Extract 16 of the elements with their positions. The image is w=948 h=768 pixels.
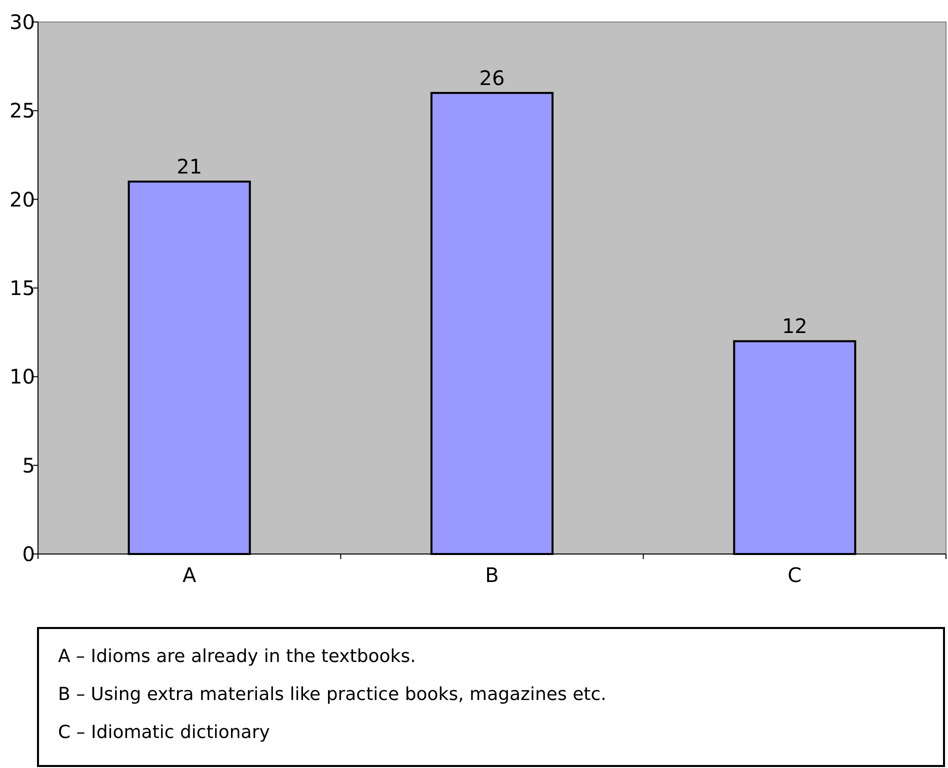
text: C – Idiomatic dictionary [58,722,270,743]
x-tick-label: C [788,563,802,587]
y-tick-label: 5 [22,453,35,478]
text: A – Idioms are already in the textbooks. [58,646,416,667]
x-tick-label: A [182,563,196,587]
data-label: 26 [479,66,505,90]
y-tick-label: 0 [22,542,35,566]
x-tick-label: B [485,563,499,587]
y-tick-label: 15 [10,276,35,300]
data-label: 21 [176,154,202,179]
y-tick-label: 25 [10,98,35,123]
data-label: 12 [782,314,808,338]
y-tick-label: 10 [10,364,35,389]
y-tick-label: 20 [10,187,35,212]
text: B – Using extra materials like practice books, magazines etc. [58,684,606,705]
y-tick-label: 30 [10,10,35,34]
